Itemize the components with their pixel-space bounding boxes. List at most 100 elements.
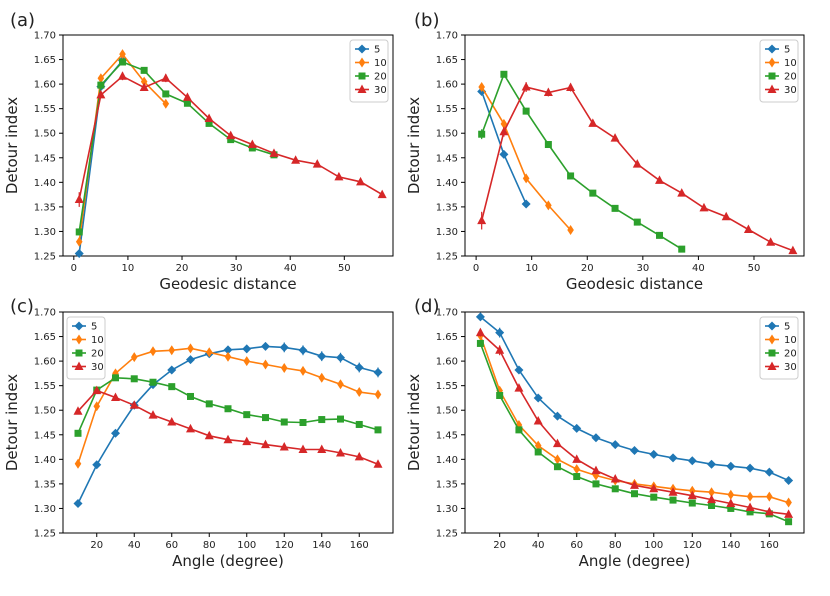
plot-frame	[62, 34, 394, 257]
data-point	[743, 224, 753, 233]
data-point	[533, 416, 543, 425]
legend-marker	[767, 84, 777, 93]
data-point	[261, 439, 270, 449]
series-line	[480, 72, 683, 250]
legend-label: 10	[91, 335, 104, 346]
data-point	[721, 211, 731, 221]
series-30	[74, 71, 387, 207]
data-point	[687, 456, 697, 466]
data-point	[269, 148, 279, 157]
data-point	[630, 480, 639, 489]
data-point	[567, 172, 575, 180]
data-point	[355, 387, 363, 398]
data-point	[92, 460, 102, 470]
data-point	[182, 92, 192, 101]
series-5	[475, 312, 794, 485]
data-point	[280, 362, 288, 373]
y-tick-label: 1.65	[436, 332, 458, 343]
legend: 5 10 20 30	[349, 39, 389, 103]
series-20	[478, 70, 686, 253]
data-point	[699, 202, 709, 212]
data-point	[247, 139, 257, 149]
data-point	[377, 189, 387, 199]
data-point	[649, 483, 659, 493]
data-point	[746, 491, 754, 502]
data-point	[668, 487, 678, 496]
data-point	[633, 218, 641, 226]
data-point	[337, 415, 344, 423]
legend-label: 10	[784, 58, 797, 69]
data-point	[354, 362, 364, 372]
data-point	[572, 423, 582, 433]
data-point	[186, 423, 195, 433]
data-point	[727, 504, 735, 512]
data-point	[478, 130, 486, 138]
data-point	[119, 58, 127, 66]
data-point	[227, 136, 235, 144]
legend-box	[349, 39, 389, 103]
legend-marker	[358, 57, 366, 68]
data-point	[243, 356, 251, 367]
data-point	[97, 73, 105, 84]
legend: 5 10 20 30	[66, 316, 106, 380]
data-point	[279, 342, 289, 352]
data-point	[74, 429, 82, 437]
data-point	[187, 343, 194, 354]
data-point	[262, 414, 269, 422]
legend-label: 5	[91, 322, 97, 333]
data-point	[261, 341, 270, 351]
y-tick-label: 1.55	[436, 381, 458, 392]
data-point	[573, 464, 581, 475]
data-point	[499, 149, 509, 159]
legend-marker	[74, 321, 84, 331]
data-point	[318, 416, 326, 424]
data-point	[766, 237, 776, 246]
y-tick-label: 1.70	[436, 308, 458, 319]
data-point	[374, 426, 382, 434]
data-point	[111, 392, 120, 401]
data-point	[112, 374, 119, 382]
data-point	[298, 444, 308, 454]
legend-label: 5	[374, 45, 380, 56]
data-point	[649, 449, 659, 459]
data-point	[140, 66, 148, 74]
x-tick-label: 20	[581, 263, 594, 274]
data-point	[707, 494, 717, 504]
series-line	[77, 345, 379, 504]
legend-marker	[357, 44, 367, 54]
data-point	[336, 447, 345, 457]
data-point	[553, 463, 561, 471]
data-point	[500, 118, 508, 129]
panel-label: (a)	[10, 10, 35, 31]
data-point	[745, 502, 755, 511]
data-point	[688, 499, 696, 507]
x-tick-label: 30	[230, 263, 243, 274]
series-30	[475, 327, 794, 518]
data-point	[726, 461, 736, 471]
data-point	[204, 113, 214, 122]
data-point	[573, 473, 581, 481]
x-tick-label: 40	[532, 540, 545, 551]
data-point	[522, 173, 530, 184]
x-tick-label: 120	[683, 540, 702, 551]
y-axis-label: Detour index	[3, 97, 21, 194]
legend-label: 20	[91, 349, 104, 360]
legend-label: 20	[374, 72, 387, 83]
data-point	[312, 159, 322, 168]
data-point	[610, 473, 620, 483]
series-line	[479, 335, 789, 504]
data-point	[243, 411, 251, 419]
data-point	[727, 489, 735, 500]
series-30	[73, 385, 383, 468]
y-axis-label: Detour index	[3, 374, 21, 471]
data-point	[543, 87, 553, 96]
data-point	[655, 175, 665, 184]
data-point	[708, 487, 715, 498]
series-20	[75, 58, 278, 236]
data-point	[74, 458, 82, 469]
series-20	[74, 374, 382, 437]
panel-c: (c) 1.25 1.30 1.35 1.40 1.45 1.50 1.55 1.60 1.65 1…	[3, 296, 394, 570]
data-point	[610, 440, 620, 450]
data-point	[205, 119, 213, 127]
y-tick-label: 1.35	[34, 202, 56, 213]
